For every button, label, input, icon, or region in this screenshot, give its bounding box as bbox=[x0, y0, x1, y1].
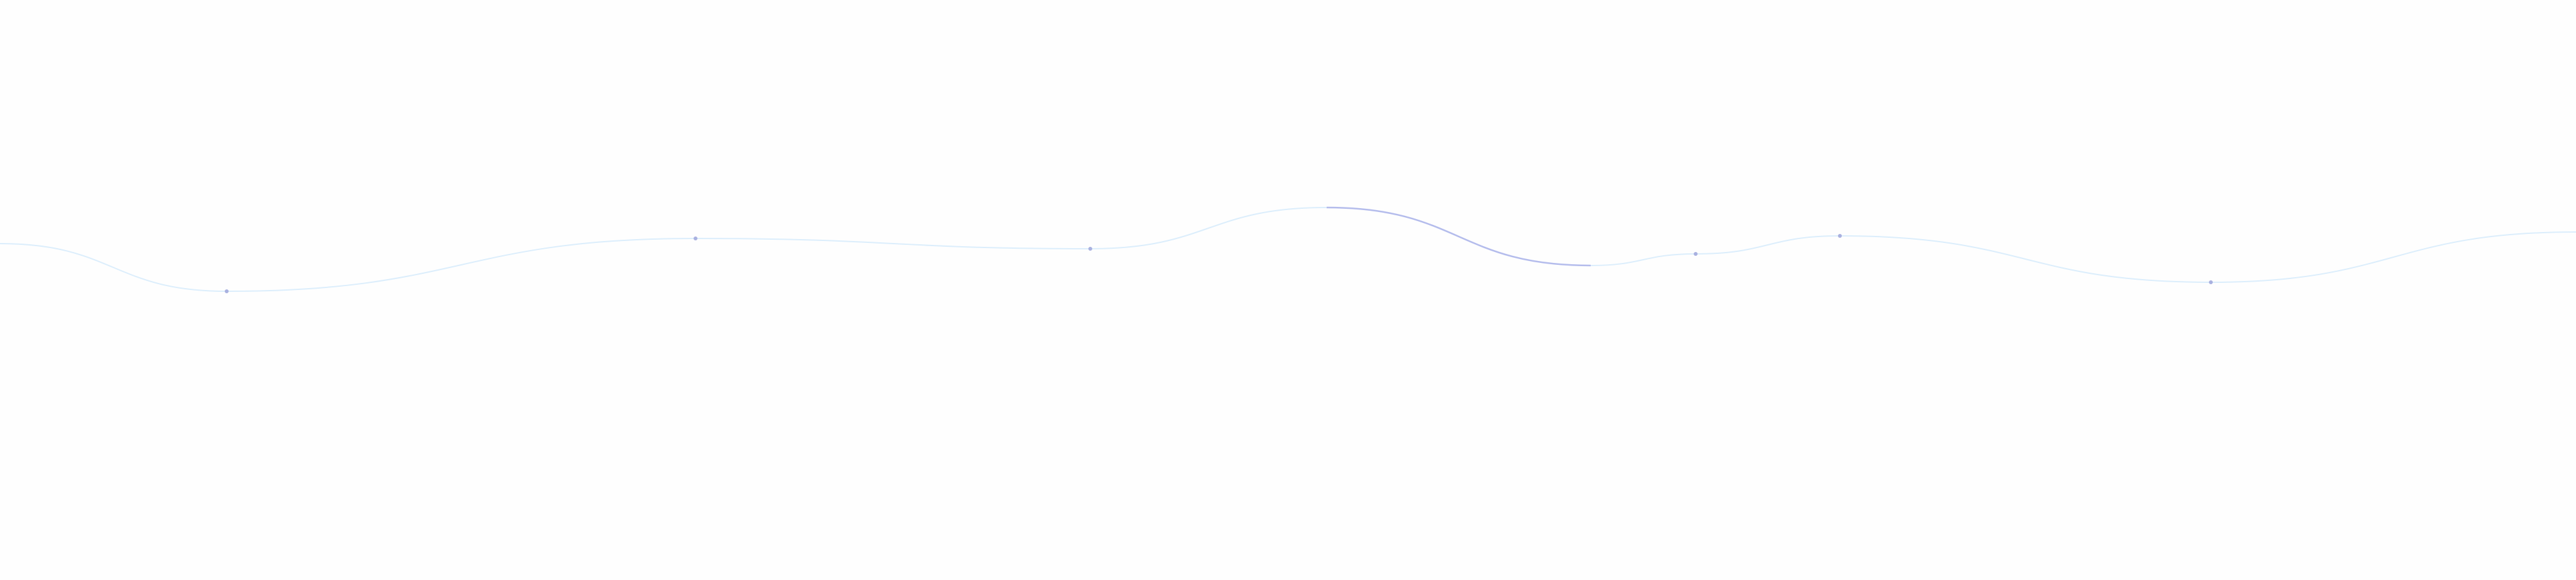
wave-dot bbox=[694, 237, 697, 240]
wave-highlight-segment bbox=[1326, 206, 1591, 267]
wave-line bbox=[0, 206, 2576, 293]
wave-dot bbox=[1088, 247, 1092, 251]
wave-dot bbox=[1838, 234, 1842, 238]
wave-dot bbox=[2209, 280, 2213, 284]
wave-dot bbox=[1694, 252, 1698, 256]
wave-dot bbox=[225, 289, 229, 293]
wave-dots bbox=[225, 234, 2213, 293]
